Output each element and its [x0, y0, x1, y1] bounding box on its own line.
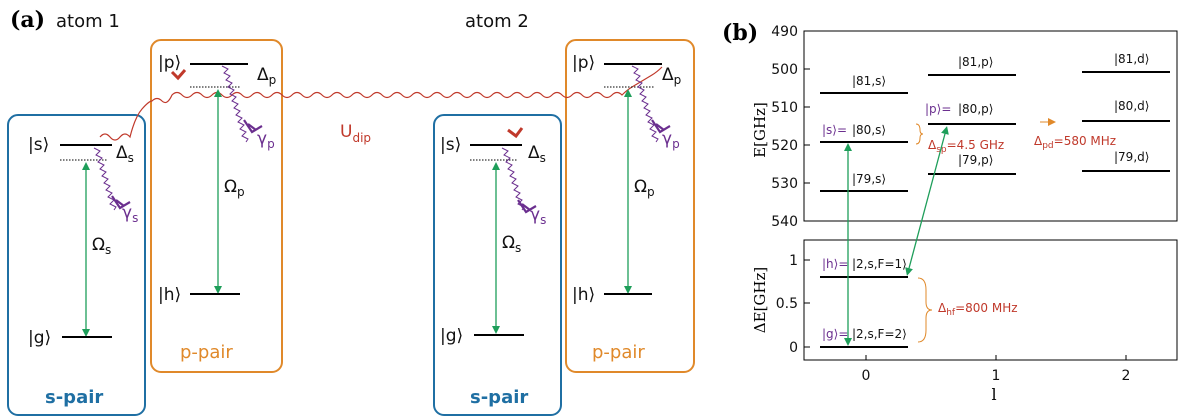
xlabel: l: [991, 385, 996, 404]
top-ytick: 500: [771, 62, 798, 78]
decay-s-atom1: [93, 147, 117, 211]
s-pair-box-atom1: [7, 114, 146, 416]
p-pair-label-atom1: p-pair: [180, 342, 233, 363]
delta-s-atom1: Δs: [116, 143, 134, 165]
bottom-axes-frame: [803, 239, 1178, 361]
panel-b-tag: (b): [722, 20, 758, 46]
label-81s: |81,s⟩: [852, 74, 886, 88]
decay-terminal-p-atom1: [243, 119, 263, 134]
ket-h-atom1: |h⟩: [158, 285, 181, 305]
atom2-label: atom 2: [465, 11, 529, 32]
xtick: 2: [1122, 368, 1131, 384]
delta-pd-label: Δpd=580 MHz: [1034, 134, 1116, 151]
dipole-tick-atom2: [507, 127, 524, 139]
omega-s-atom2: Ωs: [502, 233, 521, 255]
bottom-ylabel: ΔE[GHz]: [751, 267, 769, 333]
bottom-yticks: 1 0.5 0: [776, 253, 810, 356]
label-81p: |81,p⟩: [958, 55, 993, 69]
top-yticks: 490 500 510 520 530 540: [771, 24, 810, 230]
xticks: 0 1 2: [862, 355, 1131, 384]
delta-p-atom2: Δp: [662, 65, 681, 87]
brace-sp: [915, 123, 924, 145]
top-ylabel: E[GHz]: [751, 102, 769, 158]
ket-h-atom2: |h⟩: [572, 285, 595, 305]
top-ytick: 530: [771, 176, 798, 192]
omega-p-atom1: Ωp: [224, 177, 245, 199]
delta-s-atom2: Δs: [528, 143, 546, 165]
xtick: 0: [862, 368, 871, 384]
p-pair-label-atom2: p-pair: [592, 342, 645, 363]
top-ytick: 540: [771, 214, 798, 230]
s-pair-label-atom2: s-pair: [470, 387, 528, 408]
label-80d: |80,d⟩: [1114, 99, 1149, 113]
decay-p-atom1: [221, 65, 249, 143]
u-dip-label: Udip: [340, 122, 371, 145]
bottom-ytick: 1: [789, 253, 798, 269]
decay-p-atom2: [631, 65, 659, 143]
atom1-label: atom 1: [56, 11, 120, 32]
label-80s-prefix: |s⟩=: [822, 123, 847, 137]
dipole-tick-atom1: [170, 69, 187, 81]
top-axes-frame: [803, 30, 1178, 222]
label-g-prefix: |g⟩=: [822, 327, 848, 341]
label-79s: |79,s⟩: [852, 172, 886, 186]
ket-p-atom2: |p⟩: [572, 53, 595, 73]
label-81d: |81,d⟩: [1114, 52, 1149, 66]
omega-p-atom2: Ωp: [634, 177, 655, 199]
gamma-s-atom2: γs: [530, 205, 546, 227]
decay-terminal-p-atom2: [651, 119, 671, 134]
label-79d: |79,d⟩: [1114, 150, 1149, 164]
bottom-ytick: 0: [789, 340, 798, 356]
top-ytick: 520: [771, 138, 798, 154]
label-h: |2,s,F=1⟩: [852, 257, 907, 271]
p-pair-box-atom1: [150, 39, 283, 373]
label-g: |2,s,F=2⟩: [852, 327, 907, 341]
decay-terminal-s-atom2: [517, 199, 537, 214]
ket-g-atom2: |g⟩: [440, 326, 463, 346]
delta-hf-label: Δhf=800 MHz: [938, 301, 1018, 318]
bottom-ytick: 0.5: [776, 296, 798, 312]
gamma-p-atom1: γp: [257, 129, 275, 151]
decay-terminal-s-atom1: [111, 195, 131, 210]
label-h-prefix: |h⟩=: [822, 257, 848, 271]
panel-a-tag: (a): [10, 7, 45, 33]
omega-s-atom1: Ωs: [92, 235, 111, 257]
delta-p-atom1: Δp: [257, 65, 276, 87]
label-80p: |80,p⟩: [958, 102, 993, 116]
xtick: 1: [992, 368, 1001, 384]
decay-s-atom2: [501, 147, 525, 211]
dipole-interaction-wave: [99, 66, 663, 141]
ket-s-atom1: |s⟩: [28, 135, 49, 155]
ket-s-atom2: |s⟩: [440, 135, 461, 155]
ket-g-atom1: |g⟩: [28, 328, 51, 348]
s-pair-label-atom1: s-pair: [45, 387, 103, 408]
brace-hf: [917, 277, 933, 343]
label-79p: |79,p⟩: [958, 153, 993, 167]
transition-h-to-p: [905, 126, 949, 276]
p-pair-box-atom2: [565, 39, 695, 373]
label-80p-prefix: |p⟩=: [925, 102, 951, 116]
gamma-p-atom2: γp: [662, 129, 680, 151]
gamma-s-atom1: γs: [122, 203, 138, 225]
top-ytick: 490: [771, 24, 798, 40]
top-ytick: 510: [771, 100, 798, 116]
s-pair-box-atom2: [433, 114, 562, 416]
ket-p-atom1: |p⟩: [158, 53, 181, 73]
label-80s: |80,s⟩: [852, 123, 886, 137]
